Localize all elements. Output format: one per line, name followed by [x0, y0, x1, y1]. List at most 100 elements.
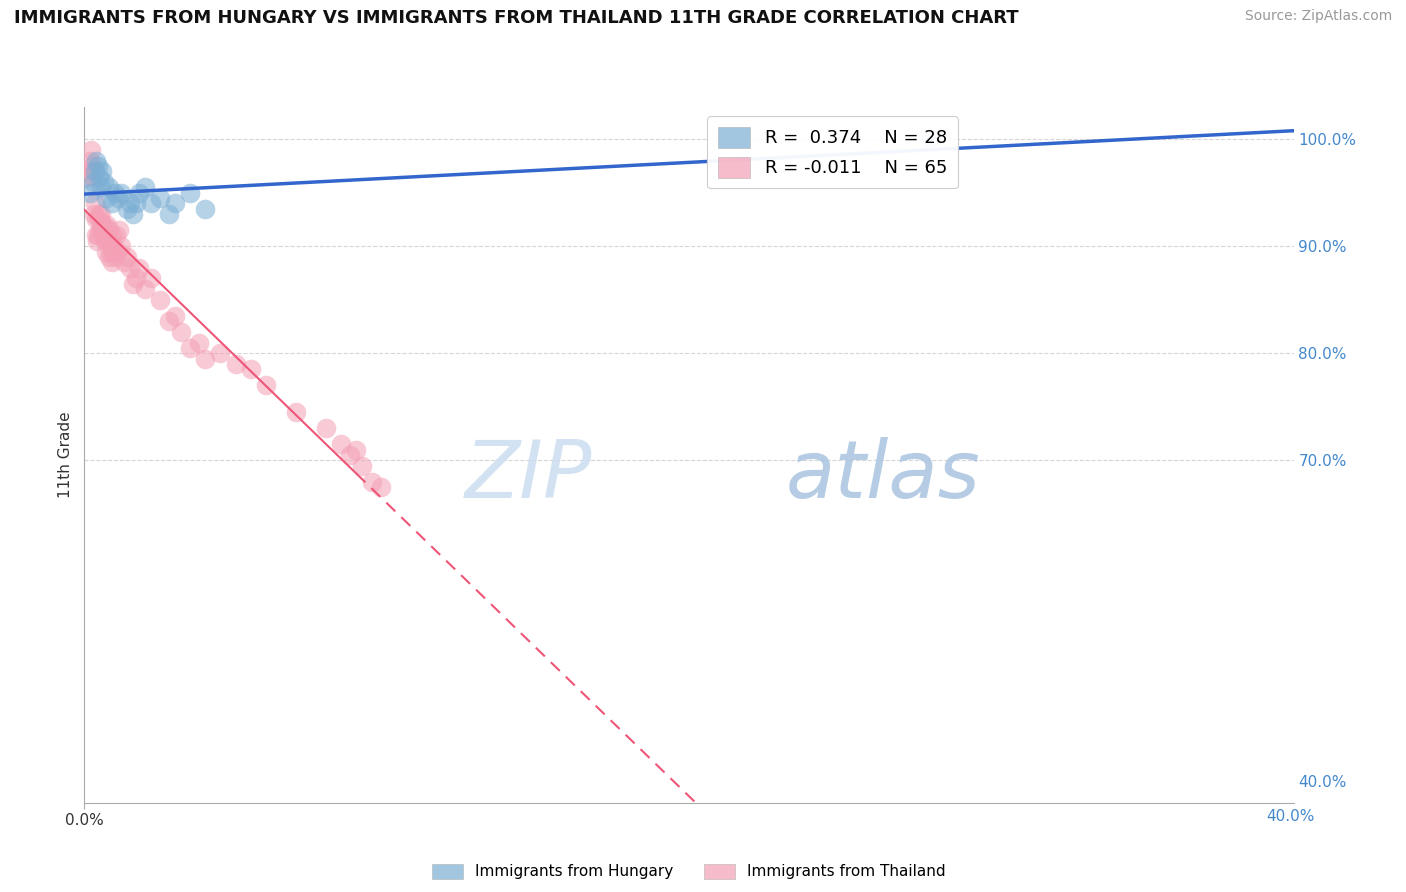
- Legend: R =  0.374    N = 28, R = -0.011    N = 65: R = 0.374 N = 28, R = -0.011 N = 65: [707, 116, 957, 188]
- Point: [93, 175, 115, 189]
- Point: [91, 164, 114, 178]
- Point: [97, 180, 120, 194]
- Point: [134, 180, 156, 194]
- Point: [128, 186, 150, 200]
- Point: [352, 458, 374, 473]
- Point: [84, 164, 107, 178]
- Point: [101, 239, 124, 253]
- Text: ZIP: ZIP: [465, 437, 592, 515]
- Point: [194, 202, 217, 216]
- Point: [128, 260, 150, 275]
- Point: [82, 175, 104, 189]
- Point: [86, 228, 108, 243]
- Point: [110, 239, 132, 253]
- Point: [370, 480, 392, 494]
- Point: [104, 250, 127, 264]
- Point: [157, 207, 180, 221]
- Point: [100, 244, 122, 259]
- Point: [107, 244, 129, 259]
- Point: [94, 191, 117, 205]
- Point: [165, 196, 187, 211]
- Point: [149, 293, 172, 307]
- Point: [82, 169, 104, 184]
- Point: [118, 196, 141, 211]
- Point: [115, 202, 138, 216]
- Point: [149, 191, 172, 205]
- Point: [89, 169, 111, 184]
- Point: [188, 335, 211, 350]
- Point: [94, 244, 117, 259]
- Text: IMMIGRANTS FROM HUNGARY VS IMMIGRANTS FROM THAILAND 11TH GRADE CORRELATION CHART: IMMIGRANTS FROM HUNGARY VS IMMIGRANTS FR…: [14, 9, 1019, 27]
- Point: [134, 282, 156, 296]
- Point: [90, 223, 112, 237]
- Y-axis label: 11th Grade: 11th Grade: [58, 411, 73, 499]
- Text: Source: ZipAtlas.com: Source: ZipAtlas.com: [1244, 9, 1392, 23]
- Point: [89, 207, 111, 221]
- Point: [239, 362, 262, 376]
- Point: [91, 218, 114, 232]
- Point: [96, 218, 118, 232]
- Point: [105, 228, 128, 243]
- Point: [110, 186, 132, 200]
- Point: [121, 277, 143, 291]
- Point: [76, 169, 98, 184]
- Point: [100, 196, 122, 211]
- Point: [121, 207, 143, 221]
- Point: [346, 442, 368, 457]
- Point: [139, 196, 162, 211]
- Point: [360, 475, 382, 489]
- Point: [94, 234, 117, 248]
- Point: [97, 234, 120, 248]
- Point: [87, 159, 110, 173]
- Point: [80, 143, 103, 157]
- Point: [179, 341, 201, 355]
- Point: [98, 239, 121, 253]
- Point: [86, 234, 108, 248]
- Point: [125, 271, 148, 285]
- Point: [94, 228, 117, 243]
- Point: [87, 228, 110, 243]
- Point: [90, 180, 112, 194]
- Point: [920, 132, 942, 146]
- Point: [86, 153, 108, 168]
- Point: [97, 250, 120, 264]
- Point: [104, 186, 127, 200]
- Point: [157, 314, 180, 328]
- Point: [225, 357, 247, 371]
- Point: [87, 212, 110, 227]
- Point: [285, 405, 308, 419]
- Point: [139, 271, 162, 285]
- Point: [112, 255, 135, 269]
- Point: [93, 218, 115, 232]
- Point: [209, 346, 232, 360]
- Point: [118, 260, 141, 275]
- Point: [254, 378, 277, 392]
- Point: [84, 212, 107, 227]
- Point: [89, 223, 111, 237]
- Text: atlas: atlas: [786, 437, 980, 515]
- Point: [82, 164, 104, 178]
- Point: [330, 437, 353, 451]
- Point: [98, 223, 121, 237]
- Point: [179, 186, 201, 200]
- Point: [165, 309, 187, 323]
- Point: [79, 186, 101, 200]
- Point: [125, 196, 148, 211]
- Point: [108, 223, 131, 237]
- Point: [194, 351, 217, 366]
- Point: [170, 325, 193, 339]
- Point: [107, 191, 129, 205]
- Text: 40.0%: 40.0%: [1267, 809, 1315, 823]
- Point: [91, 228, 114, 243]
- Point: [101, 228, 124, 243]
- Point: [90, 207, 112, 221]
- Point: [79, 153, 101, 168]
- Point: [100, 255, 122, 269]
- Point: [77, 164, 100, 178]
- Point: [315, 421, 337, 435]
- Point: [80, 159, 103, 173]
- Point: [339, 448, 361, 462]
- Point: [83, 207, 105, 221]
- Point: [84, 196, 107, 211]
- Point: [115, 250, 138, 264]
